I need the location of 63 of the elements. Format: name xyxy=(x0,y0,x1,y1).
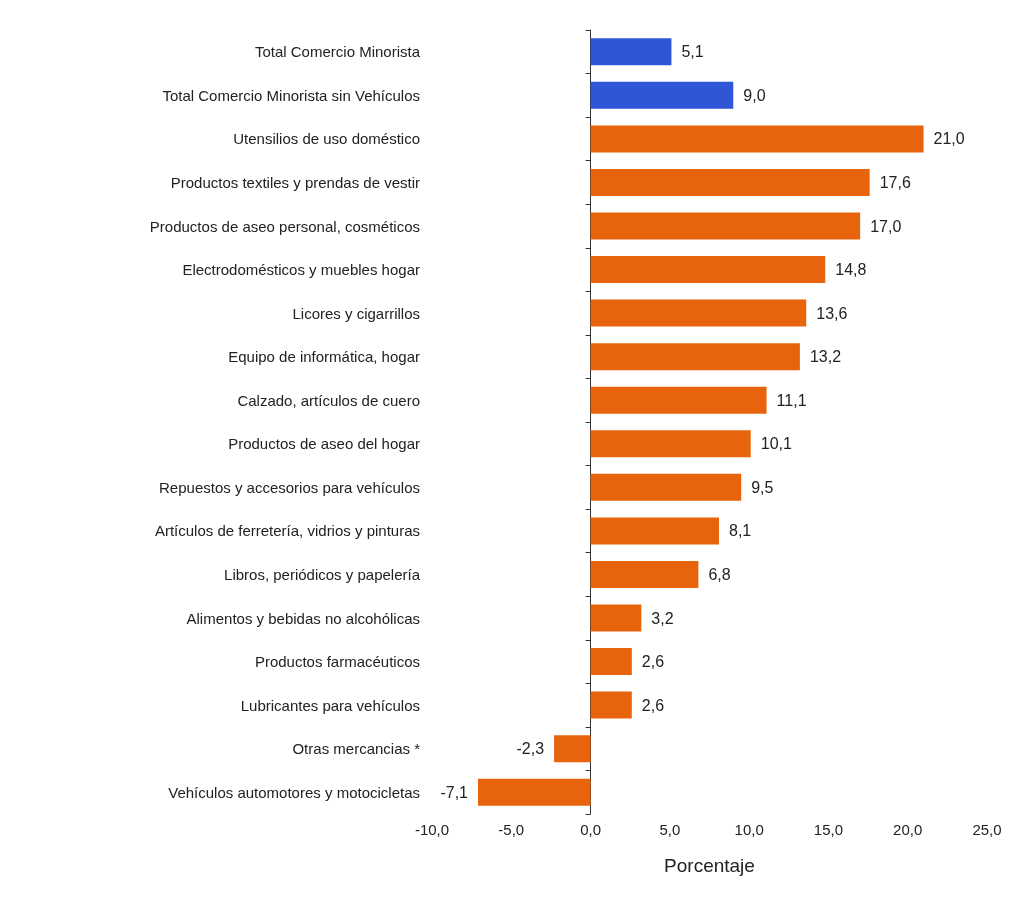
bar xyxy=(590,691,632,719)
bar xyxy=(590,299,807,327)
data-label: 9,0 xyxy=(743,86,766,104)
bar xyxy=(590,81,734,109)
x-tick-label: -5,0 xyxy=(498,821,525,838)
data-label: 13,6 xyxy=(816,304,848,322)
x-tick-label: 25,0 xyxy=(972,821,1002,838)
data-label: 9,5 xyxy=(751,478,774,496)
y-tick-label: Artículos de ferretería, vidrios y pinturas xyxy=(154,522,420,540)
bar xyxy=(590,125,924,153)
bar xyxy=(590,648,632,676)
y-tick-label: Equipo de informática, hogar xyxy=(228,348,420,366)
y-tick-label: Vehículos automotores y motocicletas xyxy=(168,783,420,801)
x-tick-label: -10,0 xyxy=(414,821,450,838)
data-label: 5,1 xyxy=(681,43,704,61)
bar xyxy=(554,735,591,763)
data-label: -2,3 xyxy=(516,740,545,758)
x-tick-label: 15,0 xyxy=(813,821,844,838)
bar xyxy=(590,212,861,240)
data-label: 3,2 xyxy=(651,609,674,627)
y-tick-label: Lubricantes para vehículos xyxy=(240,696,420,714)
x-axis-title: Porcentaje xyxy=(664,855,755,876)
data-label: -7,1 xyxy=(440,783,469,801)
y-tick-label: Calzado, artículos de cuero xyxy=(237,391,420,409)
x-tick-label: 5,0 xyxy=(659,821,681,838)
y-tick-label: Repuestos y accesorios para vehículos xyxy=(159,478,420,496)
data-label: 10,1 xyxy=(760,435,792,453)
y-tick-label: Otras mercancias * xyxy=(292,740,421,758)
y-tick-label: Alimentos y bebidas no alcohólicas xyxy=(186,609,420,627)
x-tick-label: 20,0 xyxy=(893,821,923,838)
bar xyxy=(590,168,870,196)
bar xyxy=(590,430,751,458)
x-tick-label: 10,0 xyxy=(734,821,764,838)
data-label: 14,8 xyxy=(835,261,867,279)
y-tick-label: Total Comercio Minorista sin Vehículos xyxy=(162,86,420,104)
bar xyxy=(590,256,826,284)
x-tick-label: 0,0 xyxy=(580,821,601,838)
y-tick-label: Productos de aseo del hogar xyxy=(228,435,420,453)
data-label: 13,2 xyxy=(809,348,842,366)
bar xyxy=(590,517,720,545)
data-label: 21,0 xyxy=(933,130,965,148)
bar xyxy=(590,473,742,501)
data-label: 2,6 xyxy=(641,653,665,671)
bar xyxy=(590,386,767,414)
y-tick-label: Electrodomésticos y muebles hogar xyxy=(182,261,420,279)
y-tick-label: Licores y cigarrillos xyxy=(292,304,420,322)
data-label: 17,6 xyxy=(879,173,911,191)
y-tick-label: Productos de aseo personal, cosméticos xyxy=(149,217,420,235)
y-tick-label: Utensilios de uso doméstico xyxy=(233,130,420,148)
data-label: 8,1 xyxy=(729,522,752,540)
y-tick-label: Libros, periódicos y papelería xyxy=(224,565,421,583)
data-label: 2,6 xyxy=(641,696,665,714)
bar xyxy=(590,38,672,66)
bar xyxy=(590,343,800,371)
data-label: 6,8 xyxy=(708,565,731,583)
bar xyxy=(477,778,591,806)
bar xyxy=(590,604,642,632)
y-tick-label: Total Comercio Minorista xyxy=(254,43,421,61)
y-tick-label: Productos farmacéuticos xyxy=(254,653,420,671)
bar xyxy=(590,560,699,588)
y-tick-label: Productos textiles y prendas de vestir xyxy=(170,173,420,191)
data-label: 11,1 xyxy=(776,391,807,409)
data-label: 17,0 xyxy=(870,217,902,235)
